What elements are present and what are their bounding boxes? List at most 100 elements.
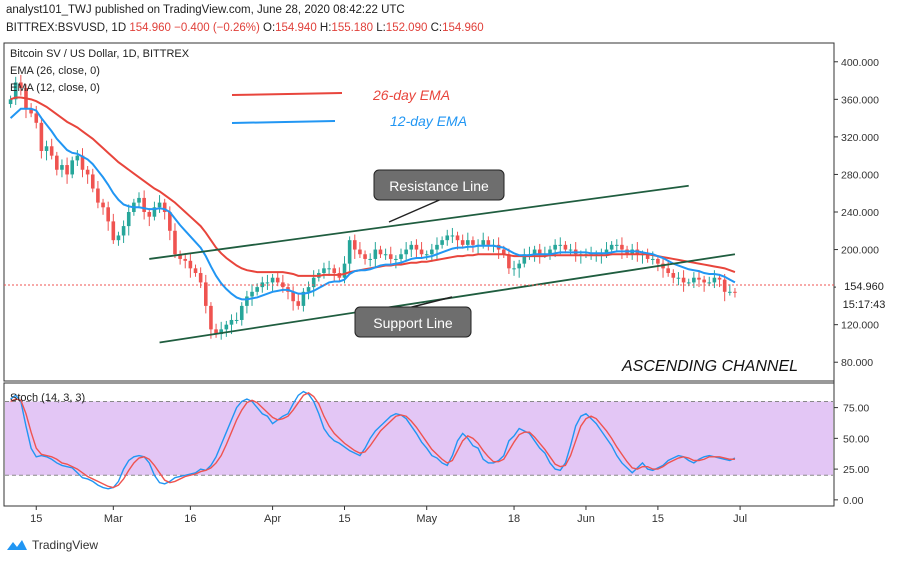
candle: [250, 284, 254, 306]
candle: [65, 157, 69, 184]
candle: [90, 168, 95, 193]
candle: [702, 275, 706, 292]
candle: [373, 242, 378, 269]
candle: [49, 138, 54, 160]
price-tick-label: 80.000: [841, 357, 873, 369]
candle: [111, 213, 116, 244]
candle: [13, 76, 18, 105]
candle: [306, 281, 311, 300]
price-tick-label: 320.000: [841, 132, 879, 144]
candle: [311, 270, 316, 297]
open-value: 154.940: [275, 22, 317, 34]
stoch-k-line: [10, 390, 736, 490]
candle: [291, 286, 295, 311]
candle: [681, 270, 686, 292]
candle: [378, 245, 383, 259]
footer-brand[interactable]: TradingView: [6, 538, 98, 552]
price-tick-label: 360.000: [841, 94, 879, 106]
candle: [548, 245, 552, 260]
price-change: −0.400 (−0.26%): [174, 22, 260, 34]
symbol-quote-line: BITTREX:BSVUSD, 1D 154.960 −0.400 (−0.26…: [6, 22, 484, 34]
candle: [645, 248, 650, 263]
last-price: 154.960: [129, 22, 171, 34]
candle: [193, 264, 198, 277]
tradingview-logo-icon: [7, 540, 27, 550]
candle: [137, 192, 141, 209]
candle: [70, 156, 75, 179]
candle: [394, 255, 398, 269]
candle: [347, 236, 352, 272]
candle: [676, 272, 681, 286]
candle: [733, 288, 737, 298]
publisher-line: analyst101_TWJ published on TradingView.…: [6, 4, 405, 16]
candle: [322, 262, 326, 279]
candle: [106, 201, 110, 231]
time-badge: 15:17:43: [843, 299, 886, 311]
candle: [388, 246, 393, 267]
price-tick-label: 200.000: [841, 245, 879, 257]
price-tick-label: 280.000: [841, 169, 879, 181]
ema26-annotation-line: [231, 92, 343, 96]
candle: [563, 241, 568, 254]
candle: [419, 242, 424, 259]
close-label: C:: [430, 22, 443, 34]
stoch-tick-label: 50.00: [843, 433, 869, 445]
candle: [55, 151, 59, 176]
candle: [614, 239, 619, 253]
price-tick-label: 120.000: [841, 320, 879, 332]
candle: [8, 95, 13, 108]
candle: [728, 284, 732, 296]
candle: [19, 74, 23, 96]
stoch-tick-label: 0.00: [843, 495, 864, 507]
high-value: 155.180: [331, 22, 373, 34]
price-badge: 154.960: [844, 281, 884, 293]
candle: [85, 165, 90, 184]
candle: [96, 181, 100, 209]
ema12-annotation: 12-day EMA: [390, 113, 467, 129]
symbol-label: BITTREX:BSVUSD, 1D: [6, 22, 127, 34]
candle: [399, 248, 403, 263]
stoch-tick-label: 25.00: [843, 464, 869, 476]
candle: [486, 236, 491, 251]
resistance-callout: Resistance Line: [373, 169, 505, 223]
candle: [656, 255, 660, 272]
candle: [440, 236, 444, 249]
low-value: 152.090: [385, 22, 428, 34]
candle: [209, 302, 213, 339]
price-tick-label: 400.000: [841, 57, 879, 69]
candle: [301, 288, 306, 312]
candle: [152, 201, 157, 221]
candle: [471, 236, 475, 253]
candle: [661, 258, 665, 278]
candle: [717, 273, 722, 288]
candle: [496, 237, 501, 259]
time-tick-label: 15: [338, 513, 350, 525]
candle: [722, 273, 727, 302]
ema26-legend: EMA (26, close, 0): [10, 65, 100, 77]
open-label: O:: [263, 22, 276, 34]
candle: [430, 243, 434, 262]
time-tick-label: 18: [508, 513, 520, 525]
candle: [239, 302, 244, 326]
price-tick-label: 240.000: [841, 207, 879, 219]
ema12-line: [9, 107, 736, 301]
candle: [178, 250, 182, 265]
candle: [414, 239, 419, 259]
time-tick-label: Jul: [733, 513, 747, 525]
time-tick-label: 15: [30, 513, 42, 525]
candle: [126, 204, 131, 236]
candle: [203, 274, 208, 314]
candle: [409, 241, 414, 258]
candle: [147, 208, 152, 227]
support-callout: Support Line: [354, 296, 472, 338]
candle: [265, 274, 270, 290]
candle: [512, 260, 516, 276]
candle: [121, 220, 126, 243]
candle: [188, 253, 193, 278]
candle: [260, 276, 265, 293]
candle: [327, 260, 331, 276]
candle: [245, 290, 249, 314]
candle: [358, 242, 362, 259]
resistance-label: Resistance Line: [389, 178, 489, 194]
